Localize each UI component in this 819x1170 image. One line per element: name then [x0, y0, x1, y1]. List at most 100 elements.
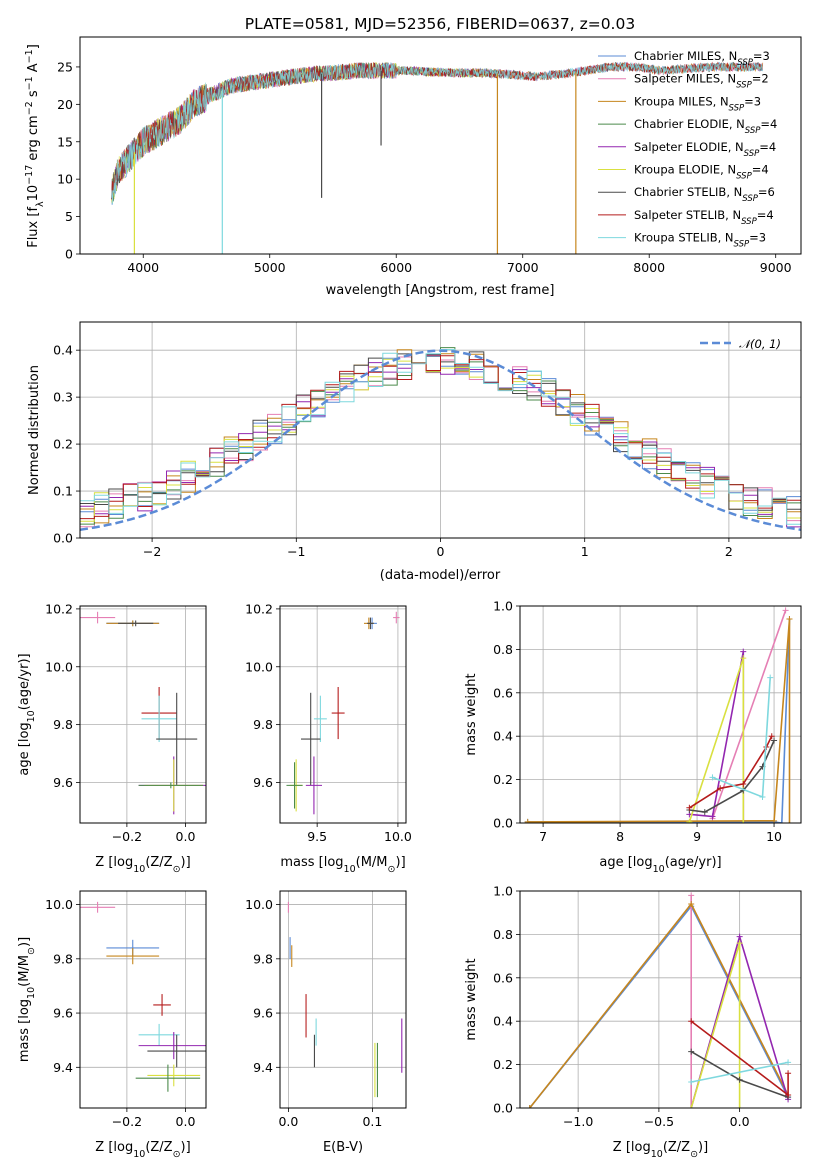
- y-tick-label: 0.2: [493, 1057, 513, 1072]
- y-tick-label: 10.0: [45, 659, 73, 674]
- y-tick-label: 25: [57, 59, 73, 74]
- mass-vs-metallicity-panel: −0.2 0.09.49.69.810.0Z [log10(Z/Z⊙)]mass …: [17, 890, 207, 1160]
- weight-marker: [740, 655, 747, 662]
- weight-marker: [686, 804, 693, 811]
- label-part: )]: [181, 855, 191, 870]
- grid-lines: [280, 606, 406, 823]
- legend-entry: Chabrier ELODIE, NSSP=4: [634, 117, 777, 136]
- legend-sub: SSP: [744, 149, 760, 159]
- y-tick-label: 10.0: [245, 897, 273, 912]
- weight-marker: [688, 901, 695, 908]
- data-point: [153, 994, 171, 1016]
- x-axis-label: (data-model)/error: [380, 568, 501, 583]
- x-tick-label: 9000: [760, 260, 792, 275]
- label-part: age [log: [17, 722, 32, 775]
- weight-marker: [771, 737, 778, 744]
- legend-name: Chabrier MILES, N: [634, 49, 737, 63]
- y-tick-label: 0.0: [493, 816, 513, 831]
- y-tick-label: 0: [65, 247, 73, 262]
- label-part: (data-model)/error: [380, 568, 501, 583]
- legend-name: Kroupa ELODIE, N: [634, 163, 736, 177]
- x-tick-label: 0.0: [730, 1114, 750, 1129]
- legend-entry: Kroupa STELIB, NSSP=3: [634, 231, 766, 250]
- y-axis-label: Flux [fλ10−17 erg cm−2 s−1 A−1]: [24, 44, 46, 248]
- weight-marker: [786, 616, 793, 623]
- label-part: Z [log: [95, 855, 133, 870]
- legend-count: =3: [753, 49, 770, 63]
- weight-line-kroupa-elodie: [690, 942, 741, 1108]
- legend-name: Salpeter STELIB, N: [634, 208, 741, 222]
- legend-entry: Chabrier STELIB, NSSP=6: [634, 185, 775, 204]
- label-part: Normed distribution: [27, 365, 42, 495]
- label-part: E(B-V): [323, 1140, 363, 1155]
- x-tick-label: −0.2: [112, 1114, 142, 1129]
- x-tick-label: 4000: [127, 260, 159, 275]
- x-axis-label: Z [log10(Z/Z⊙)]: [95, 855, 190, 875]
- legend-count: =3: [744, 94, 761, 108]
- plot-area: [111, 61, 764, 254]
- residuals-panel: −2 −1 0 1 2 0.0 0.1 0.2 0.3 0.4 𝒩(0, 1) (data-model…: [27, 321, 802, 583]
- spectrum-line-kroupa-stelib: [111, 61, 764, 205]
- x-tick-label: 0.0: [278, 1114, 298, 1129]
- plot-area: [524, 607, 793, 823]
- x-tick-label: 10.0: [384, 829, 412, 844]
- weight-marker: [688, 1078, 695, 1085]
- weight-marker: [768, 733, 775, 740]
- label-part: 10: [26, 185, 41, 202]
- label-part: 10: [26, 710, 37, 722]
- label-part: (Z/Z: [663, 1140, 690, 1155]
- y-tick-label: 0.8: [493, 927, 513, 942]
- x-tick-label: 7: [539, 829, 547, 844]
- label-part: Z [log: [613, 1140, 651, 1155]
- legend-sub: SSP: [742, 194, 758, 204]
- histogram-salpeter-stelib: [80, 355, 801, 520]
- legend: Chabrier MILES, N SSP =3 Salpeter MILES, NS…: [598, 49, 777, 250]
- x-axis-label: Z [log10(Z/Z⊙)]: [95, 1140, 190, 1160]
- weight-vs-metallicity-panel: −1.0 −0.5 0.0 0.0 0.2 0.4 0.6 0.8 1.0 Z [log10(Z/…: [464, 884, 802, 1160]
- data-point: [141, 695, 177, 742]
- y-tick-label: 0.3: [53, 390, 73, 405]
- weight-marker: [785, 1059, 792, 1066]
- legend-count: =4: [757, 208, 774, 222]
- y-tick-label: 9.4: [53, 1060, 73, 1075]
- y-tick-label: 0.4: [493, 729, 513, 744]
- legend-entry: Salpeter MILES, NSSP=2: [634, 72, 769, 91]
- x-axis-label: wavelength [Angstrom, rest frame]: [326, 283, 555, 298]
- weight-marker: [736, 933, 743, 940]
- x-tick-label: 2: [725, 544, 733, 559]
- label-part: )]: [698, 1140, 708, 1155]
- legend-name: Chabrier ELODIE, N: [634, 117, 745, 131]
- weight-marker: [686, 818, 693, 823]
- weight-marker: [736, 1105, 743, 1108]
- legend-entry: Kroupa MILES, NSSP=3: [634, 94, 761, 113]
- label-part: 10: [344, 864, 356, 875]
- weight-marker: [767, 674, 774, 681]
- axes-frame: [79, 36, 802, 255]
- plot-area: [80, 901, 206, 1092]
- label-part: 10: [653, 864, 665, 875]
- label-part: )]: [396, 855, 406, 870]
- y-tick-label: 0.0: [493, 1101, 513, 1116]
- y-tick-label: 10.2: [45, 601, 73, 616]
- weight-marker: [526, 1105, 533, 1108]
- x-tick-label: −0.5: [644, 1114, 674, 1129]
- x-tick-label: 0.0: [176, 829, 196, 844]
- y-tick-label: 9.6: [53, 775, 73, 790]
- y-tick-label: 0.4: [53, 343, 73, 358]
- y-axis-label: Normed distribution: [27, 365, 42, 495]
- y-tick-label: 10.2: [245, 601, 273, 616]
- weight-marker: [701, 809, 708, 816]
- weight-marker: [785, 1091, 792, 1098]
- y-tick-label: 0.1: [53, 484, 73, 499]
- label-part: erg cm: [26, 115, 41, 164]
- label-part: wavelength [Angstrom, rest frame]: [326, 283, 555, 298]
- grid-lines: [80, 891, 206, 1108]
- label-part: λ: [35, 201, 46, 207]
- label-part: ⊙: [173, 1149, 181, 1160]
- x-axis-label: E(B-V): [323, 1140, 363, 1155]
- y-tick-label: 0.8: [493, 642, 513, 657]
- label-part: A: [26, 63, 41, 76]
- legend-sub: SSP: [734, 240, 750, 250]
- label-part: ⊙: [173, 864, 181, 875]
